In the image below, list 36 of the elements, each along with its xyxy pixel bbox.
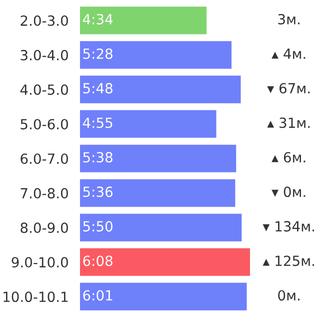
text: 0м. (278, 290, 300, 301)
data-label: 5:38 (83, 152, 112, 163)
y-tick-label: 8.0-9.0 (20, 222, 68, 234)
data-label: 4:34 (82, 14, 113, 24)
y-tick-label: 4.0-5.0 (20, 84, 68, 95)
y-tick-label: 10.0-10.1 (4, 292, 68, 302)
bar (80, 179, 236, 207)
text: ▾ 0м. (272, 186, 306, 198)
bar (80, 214, 242, 242)
text: ▴ 6м. (272, 152, 306, 163)
y-tick-label: 3.0-4.0 (20, 50, 68, 60)
y-tick-label: 5.0-6.0 (20, 118, 68, 130)
data-label: 6:08 (83, 256, 112, 266)
text: ▴ 125м. (262, 256, 314, 266)
y-tick-label: 2.0-3.0 (20, 15, 68, 26)
bar (80, 282, 247, 310)
y-tick-label: 9.0-10.0 (12, 257, 68, 268)
bar (80, 6, 207, 34)
bar (80, 110, 216, 138)
text: ▾ 67м. (267, 82, 310, 94)
text: 3м. (278, 14, 300, 24)
data-label: 5:50 (83, 221, 112, 232)
y-tick-label: 6.0-7.0 (20, 153, 68, 164)
bar (80, 41, 232, 69)
data-label: 5:28 (83, 48, 112, 59)
text: ▴ 4м. (272, 48, 306, 59)
bar (80, 76, 241, 104)
y-tick-label: 7.0-8.0 (20, 188, 68, 198)
text: ▴ 31м. (267, 118, 310, 128)
data-label: 6:01 (83, 290, 112, 301)
bar (80, 144, 236, 172)
data-label: 4:55 (82, 118, 112, 128)
data-label: 5:36 (83, 186, 113, 198)
bar (80, 248, 250, 276)
data-label: 5:48 (83, 82, 112, 94)
text: ▾ 134м. (262, 221, 314, 232)
